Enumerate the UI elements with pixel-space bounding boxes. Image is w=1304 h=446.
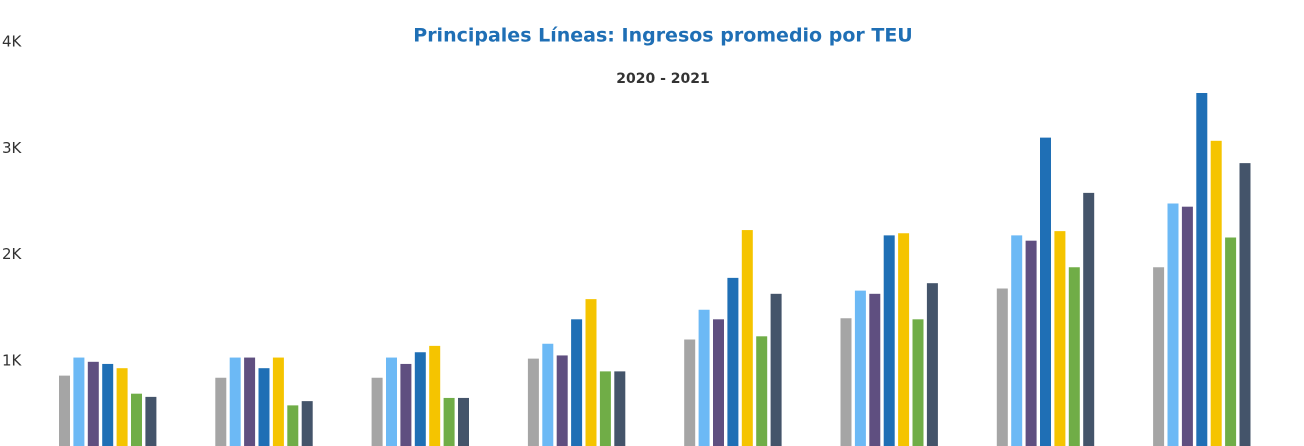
bar [556,355,568,446]
bar [301,401,313,446]
bar [244,357,256,446]
bar [287,405,299,446]
bar [1083,192,1095,446]
bar [684,339,696,446]
bar [258,368,270,446]
chart-subtitle: 2020 - 2021 [616,71,710,87]
bar [87,361,99,446]
bar [599,371,611,446]
bar [59,375,70,446]
bar [883,235,895,446]
bar [898,233,910,446]
bar [1181,206,1193,446]
y-tick-label: 1K [2,351,23,369]
bar [272,357,284,446]
bar [756,336,768,446]
bar [854,290,866,446]
bar [1239,163,1251,446]
bar [443,397,455,446]
bar [614,371,626,446]
bar [713,319,724,446]
bar [770,293,782,446]
bar [386,357,397,446]
bar [229,357,241,446]
bar [1167,203,1179,446]
bar [840,318,852,446]
bar [996,288,1008,446]
bar [698,309,710,446]
bar [1040,137,1051,446]
y-tick-label: 4K [2,33,23,51]
bar [912,319,924,446]
bar [116,368,128,446]
bar [1068,267,1080,446]
bar [414,352,426,446]
y-tick-label: 2K [2,245,23,263]
bar [215,377,227,446]
bar [585,299,597,446]
bar [131,393,142,446]
bar [1054,231,1066,446]
bar [458,397,469,446]
bar [73,357,85,446]
bar [1225,237,1237,446]
bar [926,283,938,446]
bar [400,363,412,446]
bar [1153,267,1165,446]
bar [571,319,583,446]
bar [542,343,554,446]
chart-title: Principales Líneas: Ingresos promedio po… [413,25,912,47]
bar [371,377,383,446]
bar [527,358,539,446]
y-tick-label: 3K [2,139,23,157]
bar [1210,140,1222,446]
bar [869,293,881,446]
bar [102,363,114,446]
bar [1196,93,1208,446]
bar [429,345,441,446]
bar [1011,235,1023,446]
bar [1025,240,1037,446]
bar [145,396,157,446]
bar [727,277,739,446]
bar [741,230,753,446]
